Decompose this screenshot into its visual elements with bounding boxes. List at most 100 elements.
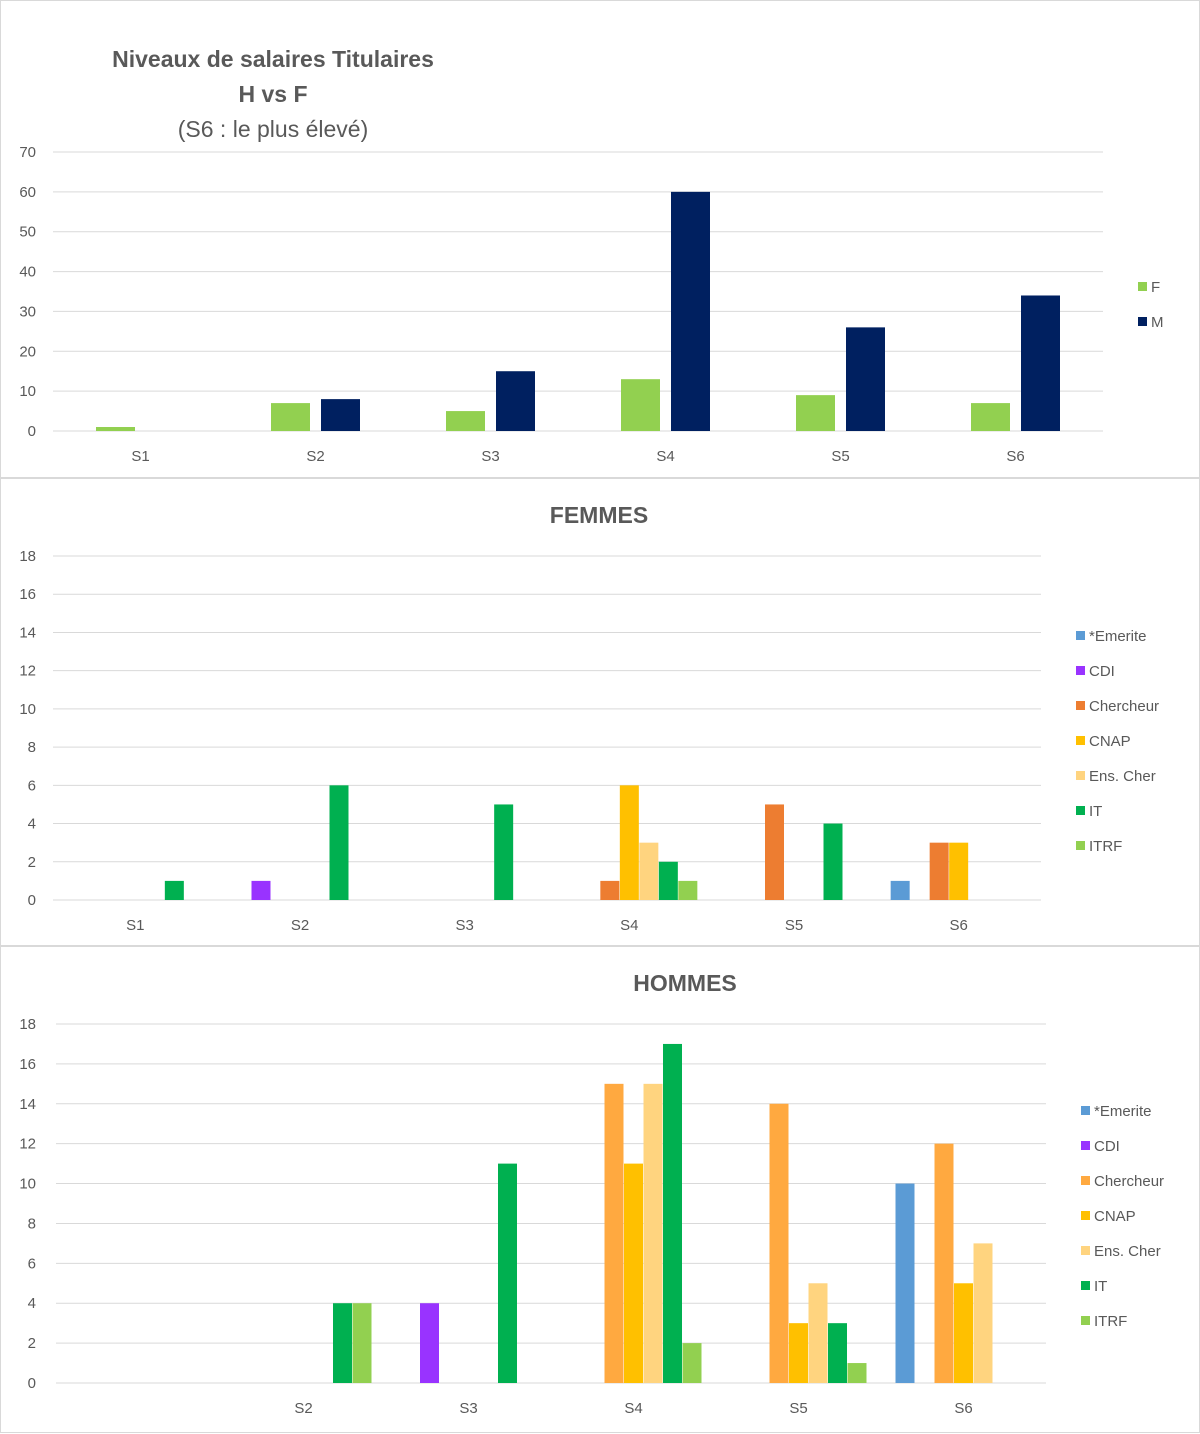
legend-swatch xyxy=(1076,736,1085,745)
legend-label: Ens. Cher xyxy=(1089,768,1156,785)
x-tick-label: S2 xyxy=(294,1400,312,1417)
bar-cdi xyxy=(251,880,271,900)
x-tick-label: S6 xyxy=(949,917,967,934)
x-tick-label: S3 xyxy=(459,1400,477,1417)
legend-swatch xyxy=(1138,282,1147,291)
bar-f xyxy=(96,427,135,431)
y-tick-label: 50 xyxy=(19,224,36,241)
x-tick-label: S5 xyxy=(789,1400,807,1417)
bar-itrf xyxy=(682,1343,702,1383)
legend-label: CDI xyxy=(1094,1138,1120,1155)
legend-swatch xyxy=(1138,317,1147,326)
chart-1-title-line-3: (S6 : le plus élevé) xyxy=(178,116,368,142)
y-tick-label: 14 xyxy=(19,624,36,641)
y-tick-label: 30 xyxy=(19,303,36,320)
bar-chercheur xyxy=(769,1103,789,1383)
bar-itrf xyxy=(678,880,698,900)
legend-label: IT xyxy=(1094,1278,1107,1295)
bar-emerite xyxy=(890,880,910,900)
legend-swatch xyxy=(1076,841,1085,850)
bar-chercheur xyxy=(929,842,949,900)
legend-label: IT xyxy=(1089,803,1102,820)
bar-chercheur xyxy=(600,880,620,900)
y-tick-label: 0 xyxy=(28,1375,36,1392)
bar-chercheur xyxy=(604,1083,624,1383)
y-tick-label: 0 xyxy=(28,892,36,909)
x-tick-label: S2 xyxy=(306,448,324,465)
x-tick-label: S3 xyxy=(455,917,473,934)
legend-swatch xyxy=(1076,701,1085,710)
x-tick-label: S4 xyxy=(624,1400,642,1417)
bar-ens-cher xyxy=(639,842,659,900)
x-tick-label: S6 xyxy=(954,1400,972,1417)
x-tick-label: S5 xyxy=(785,917,803,934)
legend-swatch xyxy=(1081,1246,1090,1255)
bar-ens-cher xyxy=(808,1283,828,1383)
y-tick-label: 60 xyxy=(19,184,36,201)
bar-m xyxy=(321,399,360,431)
y-tick-label: 16 xyxy=(19,586,36,603)
y-tick-label: 6 xyxy=(28,1255,36,1272)
legend-label: CDI xyxy=(1089,663,1115,680)
x-tick-label: S6 xyxy=(1006,448,1024,465)
legend-swatch xyxy=(1081,1141,1090,1150)
x-tick-label: S3 xyxy=(481,448,499,465)
bar-chercheur xyxy=(934,1143,954,1383)
chart-1-svg: Niveaux de salaires Titulaires H vs F (S… xyxy=(19,46,1163,465)
legend-label: Chercheur xyxy=(1094,1173,1164,1190)
x-tick-label: S1 xyxy=(126,917,144,934)
legend-swatch xyxy=(1076,666,1085,675)
y-tick-label: 16 xyxy=(19,1056,36,1073)
bar-emerite xyxy=(895,1183,915,1383)
bar-cnap xyxy=(949,842,969,900)
bar-m xyxy=(1021,295,1060,431)
bar-cnap xyxy=(954,1283,973,1383)
legend-swatch xyxy=(1081,1176,1090,1185)
legend-label: CNAP xyxy=(1094,1208,1136,1225)
y-tick-label: 18 xyxy=(19,1016,36,1033)
chart-2-title: FEMMES xyxy=(550,502,648,528)
legend-swatch xyxy=(1081,1281,1090,1290)
y-tick-label: 70 xyxy=(19,144,36,161)
legend-label: *Emerite xyxy=(1094,1103,1152,1120)
legend-label: CNAP xyxy=(1089,733,1131,750)
y-tick-label: 40 xyxy=(19,264,36,281)
y-tick-label: 14 xyxy=(19,1096,36,1113)
bar-it xyxy=(164,880,184,900)
bar-it xyxy=(823,823,843,900)
y-tick-label: 10 xyxy=(19,701,36,718)
y-tick-label: 10 xyxy=(19,1176,36,1193)
legend-label: *Emerite xyxy=(1089,628,1147,645)
bar-m xyxy=(496,371,535,431)
legend-swatch xyxy=(1076,771,1085,780)
chart-2-svg: FEMMES 0 2 4 6 8 10 12 14 16 18 S1 S2 S3 S4 S5 S6 *Emeri… xyxy=(19,502,1159,934)
bar-f xyxy=(271,403,310,431)
y-tick-label: 8 xyxy=(28,739,36,756)
y-tick-label: 6 xyxy=(28,777,36,794)
chart-1-title-line-2: H vs F xyxy=(238,81,307,107)
bar-it xyxy=(329,785,349,900)
bar-ens-cher xyxy=(643,1083,663,1383)
x-tick-label: S4 xyxy=(620,917,638,934)
bar-chercheur xyxy=(765,804,784,900)
bar-cnap xyxy=(619,785,639,900)
bar-it xyxy=(658,861,678,900)
x-tick-label: S4 xyxy=(656,448,674,465)
legend-label: Ens. Cher xyxy=(1094,1243,1161,1260)
chart-salary-levels-h-vs-f: Niveaux de salaires Titulaires H vs F (S… xyxy=(0,0,1200,478)
chart-3-title: HOMMES xyxy=(633,970,737,996)
bar-it xyxy=(333,1303,352,1383)
bar-m xyxy=(846,327,885,431)
bar-itrf xyxy=(847,1363,867,1383)
y-tick-label: 2 xyxy=(28,854,36,871)
y-tick-label: 20 xyxy=(19,343,36,360)
bar-f xyxy=(796,395,835,431)
legend-label: ITRF xyxy=(1094,1313,1127,1330)
x-tick-label: S1 xyxy=(131,448,149,465)
bar-m xyxy=(671,191,710,431)
x-tick-label: S5 xyxy=(831,448,849,465)
chart-3-svg: HOMMES 0 2 4 6 8 10 12 14 16 18 S2 S3 S4 S5 S6 *Emerite… xyxy=(19,970,1164,1417)
bar-ens-cher xyxy=(973,1243,993,1383)
bar-cnap xyxy=(624,1163,643,1383)
bar-itrf xyxy=(352,1303,372,1383)
